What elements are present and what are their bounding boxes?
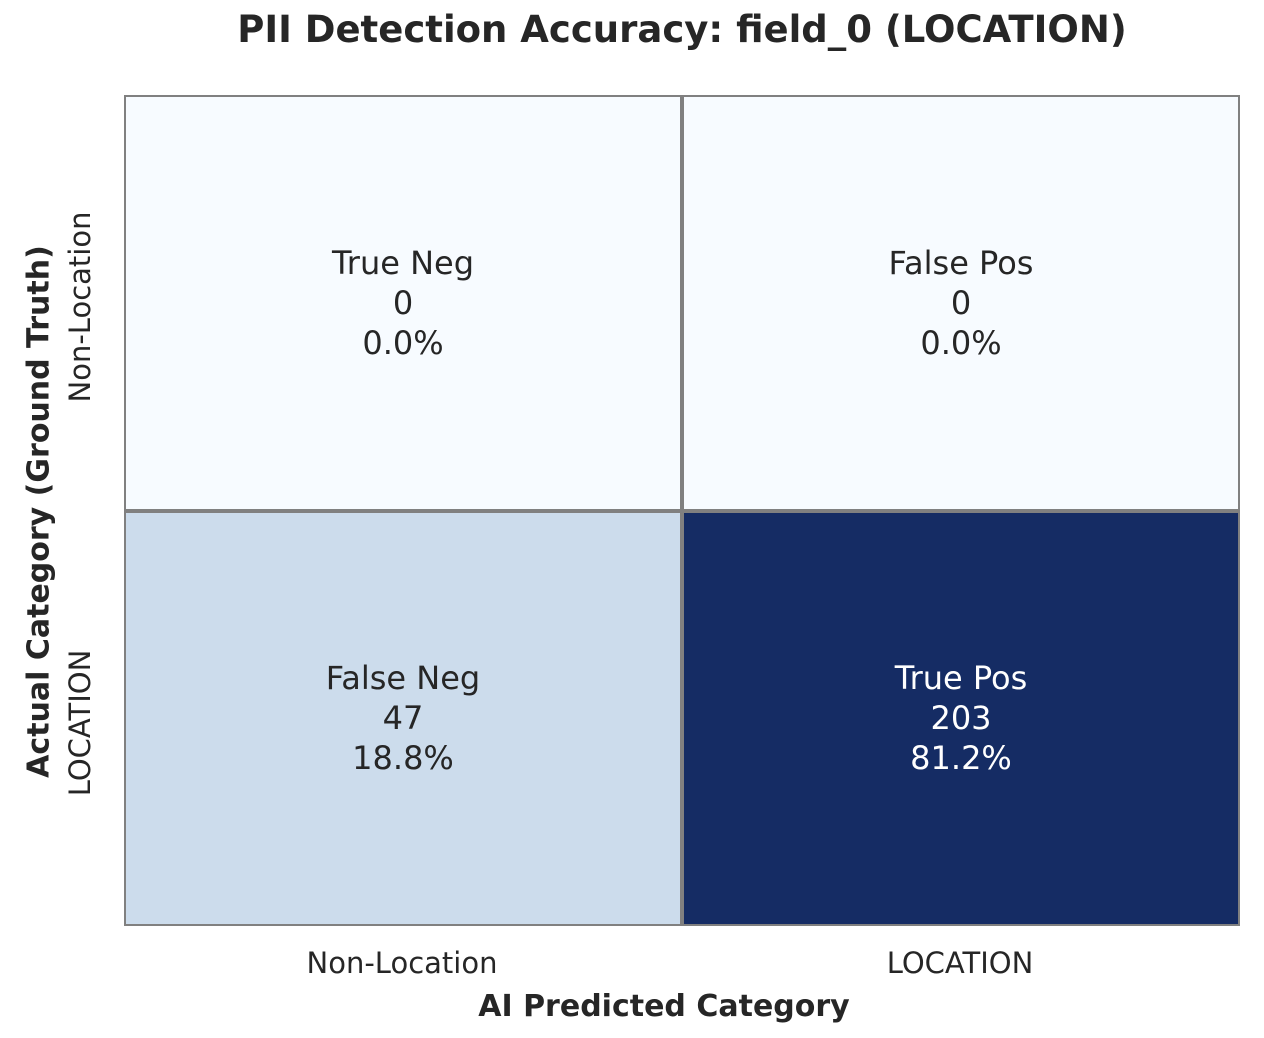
- cell-count: 0: [392, 283, 414, 322]
- cell-true-negative: True Neg 0 0.0%: [126, 97, 680, 509]
- confusion-matrix-heatmap: True Neg 0 0.0% False Pos 0 0.0% False N…: [124, 95, 1240, 926]
- chart-title: PII Detection Accuracy: field_0 (LOCATIO…: [237, 8, 1127, 51]
- cell-label: False Pos: [888, 243, 1034, 282]
- y-axis-label: Actual Category (Ground Truth): [21, 245, 57, 778]
- cell-label: False Neg: [325, 659, 481, 698]
- cell-count: 47: [382, 699, 424, 738]
- cell-false-positive: False Pos 0 0.0%: [684, 97, 1238, 509]
- x-tick-non-location: Non-Location: [306, 946, 498, 980]
- cell-percent: 18.8%: [352, 739, 454, 778]
- cell-false-negative: False Neg 47 18.8%: [126, 512, 680, 924]
- x-axis-label: AI Predicted Category: [478, 989, 850, 1024]
- x-tick-location: LOCATION: [886, 946, 1034, 980]
- cell-label: True Neg: [331, 243, 475, 282]
- y-tick-location: LOCATION: [63, 649, 97, 797]
- cell-true-positive: True Pos 203 81.2%: [684, 512, 1238, 924]
- cell-count: 0: [950, 283, 972, 322]
- y-tick-non-location: Non-Location: [63, 211, 97, 403]
- cell-percent: 0.0%: [362, 323, 444, 362]
- cell-percent: 0.0%: [920, 323, 1002, 362]
- cell-percent: 81.2%: [910, 739, 1012, 778]
- cell-label: True Pos: [894, 659, 1028, 698]
- cell-count: 203: [930, 699, 992, 738]
